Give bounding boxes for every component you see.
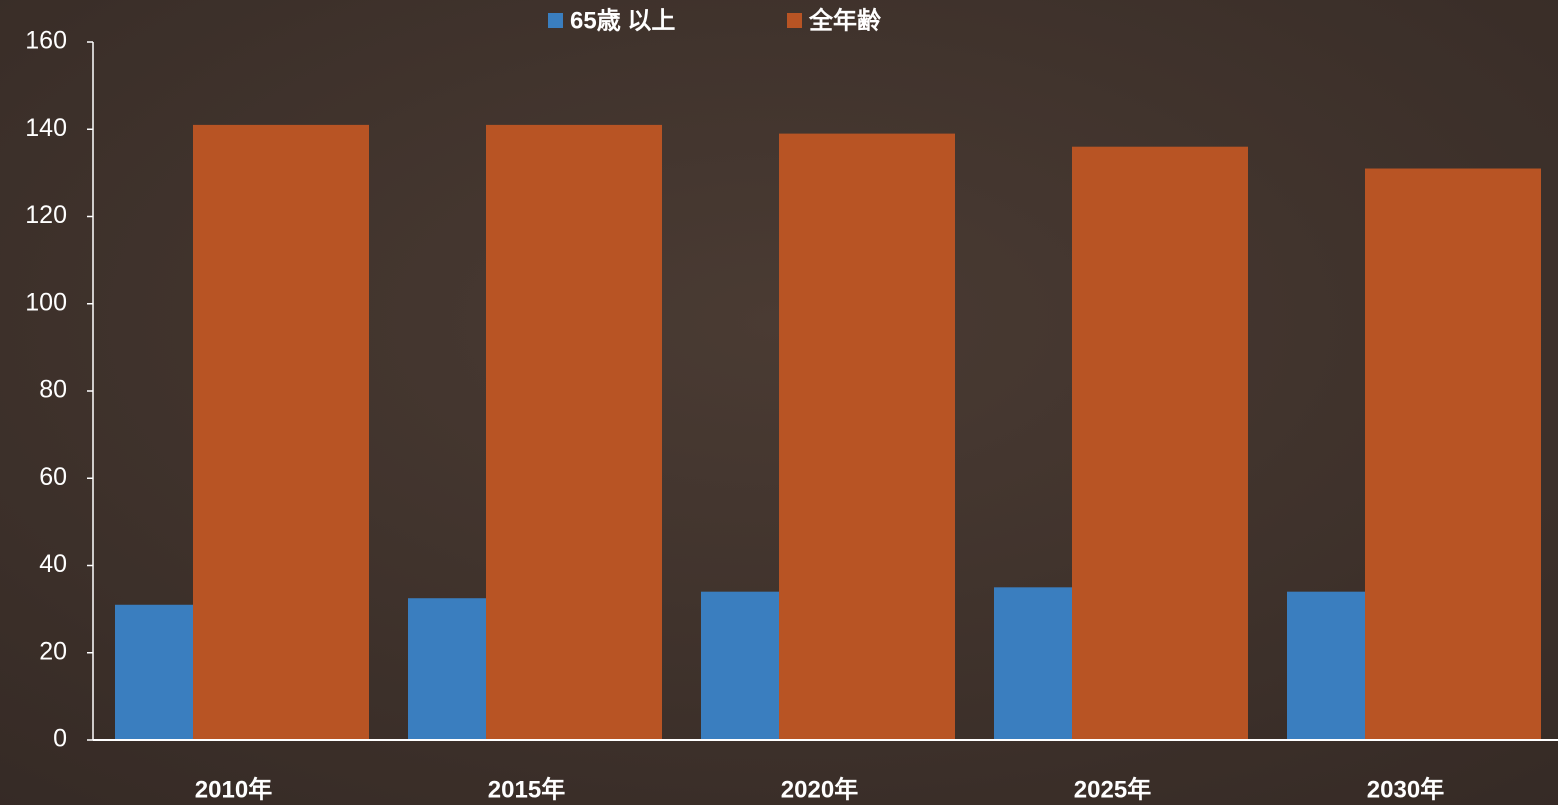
x-tick-label: 2025年	[1074, 775, 1151, 803]
y-tick-label: 160	[25, 27, 67, 55]
y-tick-label: 80	[39, 376, 67, 404]
legend-label: 65歳 以上	[570, 6, 675, 34]
bar	[1072, 146, 1248, 740]
bar	[115, 604, 193, 740]
x-tick-label: 2015年	[488, 775, 565, 803]
y-tick-label: 20	[39, 637, 67, 665]
x-tick-label: 2030年	[1367, 775, 1444, 803]
legend-label: 全年齢	[808, 6, 882, 34]
y-tick-label: 120	[25, 201, 67, 229]
legend-swatch	[548, 13, 563, 28]
x-tick-label: 2010年	[195, 775, 272, 803]
bar	[779, 133, 955, 741]
y-tick-label: 60	[39, 463, 67, 491]
bar	[1365, 168, 1541, 740]
bar	[701, 591, 779, 740]
y-tick-label: 100	[25, 288, 67, 316]
bar	[408, 598, 486, 740]
bar	[486, 124, 662, 740]
x-tick-label: 2020年	[781, 775, 858, 803]
y-tick-label: 40	[39, 550, 67, 578]
legend-swatch	[787, 13, 802, 28]
y-tick-label: 0	[53, 725, 67, 753]
bar	[994, 587, 1072, 740]
bar	[1287, 591, 1365, 740]
y-tick-label: 140	[25, 114, 67, 142]
bar	[193, 124, 369, 740]
